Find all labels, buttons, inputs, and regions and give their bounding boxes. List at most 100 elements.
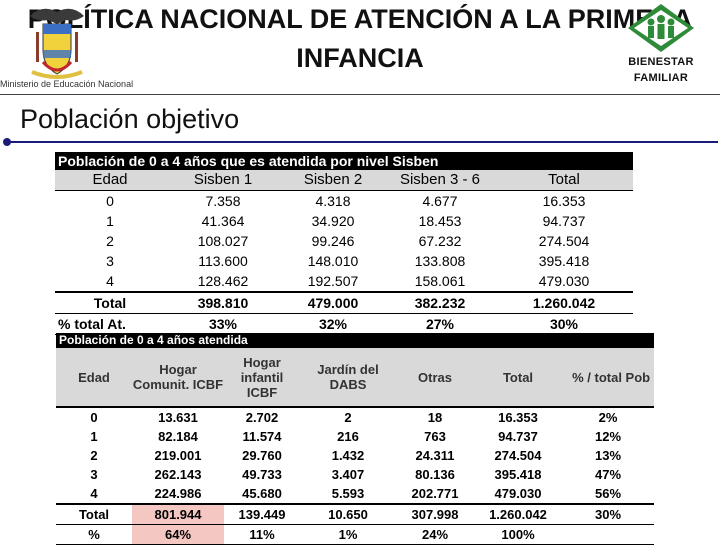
family-logo-icon <box>628 4 694 52</box>
attended-table-header: Edad Hogar Comunit. ICBF Hogar infantil … <box>56 348 655 408</box>
ministry-subtitle: Ministerio de Educación Nacional <box>0 79 134 89</box>
table-cell: 32% <box>281 313 385 335</box>
table-cell: 202.771 <box>411 486 459 501</box>
column-header: Total <box>495 170 634 191</box>
table-cell: 100% <box>474 524 562 545</box>
table-cell: 11% <box>224 524 300 545</box>
table-cell: 158.061 <box>414 273 466 289</box>
table-cell: 1 <box>90 429 98 444</box>
table-cell: 10.650 <box>300 503 396 525</box>
slide-title-line1: POLÍTICA NACIONAL DE ATENCIÓN A LA PRIME… <box>27 4 693 34</box>
table-cell: 274.504 <box>494 448 542 463</box>
table-cell: 133.808 <box>414 253 466 269</box>
table-cell: 99.246 <box>311 233 355 249</box>
section-bullet-dot <box>3 138 11 146</box>
table-cell: 479.030 <box>538 273 590 289</box>
header-divider <box>0 94 720 95</box>
table-cell: 13.631 <box>158 410 198 425</box>
table-cell: 29.760 <box>242 448 282 463</box>
table-cell: 45.680 <box>242 486 282 501</box>
table-cell: 1.260.042 <box>495 291 634 314</box>
table-cell: 216 <box>337 429 359 444</box>
table-cell: 1.260.042 <box>474 503 562 525</box>
table-cell: 80.136 <box>415 467 455 482</box>
table-row: 2 219.001 29.760 1.432 24.311 274.504 13% <box>56 446 654 465</box>
table-cell: 41.364 <box>201 213 245 229</box>
table-cell: 56% <box>595 486 622 501</box>
column-header: Edad <box>55 170 165 191</box>
table-cell: 1% <box>300 524 396 545</box>
table-cell: 3 <box>90 467 98 482</box>
table-cell: 148.010 <box>307 253 359 269</box>
table-cell: 30% <box>495 313 634 335</box>
table-cell: 3.407 <box>331 467 365 482</box>
table-cell: % total At. <box>55 313 165 335</box>
table-cell: 16.353 <box>542 193 586 209</box>
table-cell: 479.030 <box>494 486 542 501</box>
table-cell: 4 <box>90 486 98 501</box>
bienestar-familiar-logo: BIENESTAR FAMILIAR <box>624 2 698 88</box>
table-cell: 395.418 <box>538 253 590 269</box>
table-cell: 3 <box>106 253 114 269</box>
column-header: Hogar Comunit. ICBF <box>132 348 224 408</box>
table-cell: 395.418 <box>494 467 542 482</box>
table-row: 1 82.184 11.574 216 763 94.737 12% <box>56 427 654 446</box>
table-cell: 34.920 <box>311 213 355 229</box>
section-underline <box>6 141 718 143</box>
table-cell: 108.027 <box>197 233 249 249</box>
table-cell: Total <box>55 291 165 314</box>
table-cell: 398.810 <box>165 291 281 314</box>
table-cell: 139.449 <box>224 503 300 525</box>
table-cell: 1 <box>106 213 114 229</box>
highlighted-cell: 64% <box>132 524 224 545</box>
table-row: 4 128.462 192.507 158.061 479.030 <box>55 271 633 292</box>
total-row: Total 398.810 479.000 382.232 1.260.042 <box>55 291 634 314</box>
table-cell: 479.000 <box>281 291 385 314</box>
table-cell: 219.001 <box>154 448 202 463</box>
table-cell: 4 <box>106 273 114 289</box>
table-cell: 2.702 <box>245 410 279 425</box>
table-cell: % <box>56 524 132 545</box>
table-cell: 94.737 <box>498 429 538 444</box>
table-cell: 33% <box>165 313 281 335</box>
table-cell: 27% <box>385 313 495 335</box>
table-row: 0 7.358 4.318 4.677 16.353 <box>55 191 633 212</box>
total-row: Total 801.944 139.449 10.650 307.998 1.260.04… <box>56 503 655 525</box>
sisben-table: Población de 0 a 4 años que es atendida … <box>55 152 634 335</box>
table-cell: 262.143 <box>154 467 202 482</box>
logo-text-familiar: FAMILIAR <box>633 72 689 84</box>
table-cell: 12% <box>595 429 622 444</box>
sisben-table-header: Edad Sisben 1 Sisben 2 Sisben 3 - 6 Tota… <box>55 170 634 191</box>
colombia-coat-of-arms-icon <box>30 8 84 79</box>
table-cell: 13% <box>595 448 622 463</box>
table-cell: 274.504 <box>538 233 590 249</box>
table-cell: 16.353 <box>498 410 538 425</box>
column-header: Sisben 3 - 6 <box>385 170 495 191</box>
table-cell: 82.184 <box>158 429 198 444</box>
table-cell: 128.462 <box>197 273 249 289</box>
table-row: 1 41.364 34.920 18.453 94.737 <box>55 211 633 231</box>
table-cell: 94.737 <box>542 213 586 229</box>
section-title: Población objetivo <box>20 104 240 134</box>
table-cell: 67.232 <box>418 233 462 249</box>
highlighted-cell: 801.944 <box>132 503 224 525</box>
percentage-row: % 64% 11% 1% 24% 100% <box>56 524 655 545</box>
column-header: Edad <box>56 348 132 408</box>
table-cell: 11.574 <box>242 429 282 444</box>
attended-population-table: Población de 0 a 4 años atendida Edad Ho… <box>56 333 655 545</box>
slide-title-line2: INFANCIA <box>296 43 424 73</box>
table-cell: 2 <box>344 410 352 425</box>
table-row: 4 224.986 45.680 5.593 202.771 479.030 56% <box>56 484 654 504</box>
table-cell: 1.432 <box>331 448 365 463</box>
table-row: 2 108.027 99.246 67.232 274.504 <box>55 231 633 251</box>
logo-text-bienestar: BIENESTAR <box>628 56 694 68</box>
table-cell: 18.453 <box>418 213 462 229</box>
table-cell: 307.998 <box>396 503 474 525</box>
table-cell: 49.733 <box>242 467 282 482</box>
table-cell: 2 <box>106 233 114 249</box>
table-row: 3 113.600 148.010 133.808 395.418 <box>55 251 633 271</box>
table-cell: 47% <box>595 467 622 482</box>
table-cell: 4.677 <box>422 193 458 209</box>
table-cell <box>562 524 655 545</box>
table-cell: 30% <box>562 503 655 525</box>
